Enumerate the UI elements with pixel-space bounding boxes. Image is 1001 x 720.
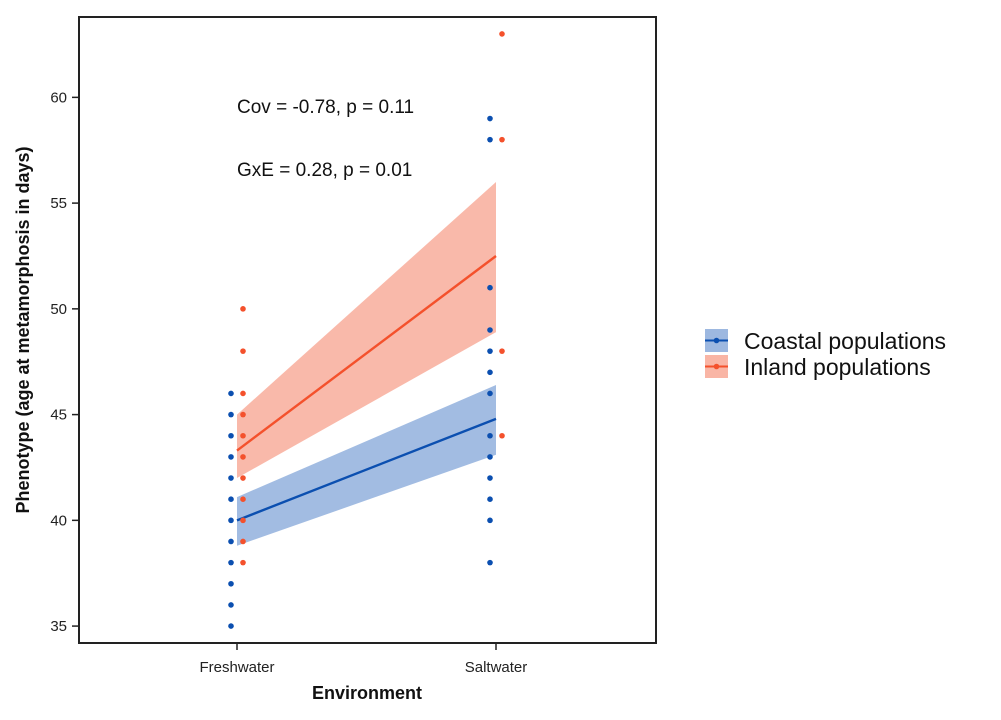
- ci-band-coastal: [237, 384, 496, 546]
- x-axis: Freshwater Saltwater: [199, 643, 527, 676]
- point-coastal-saltwater: [487, 559, 493, 566]
- point-coastal-freshwater: [228, 454, 234, 460]
- legend-label-inland: Inland populations: [744, 354, 931, 380]
- annotation-cov: Cov = -0.78, p = 0.11: [237, 97, 414, 118]
- point-coastal-freshwater: [228, 623, 234, 629]
- point-inland-freshwater: [240, 475, 246, 481]
- point-inland-freshwater: [240, 538, 246, 545]
- data-points: [228, 31, 505, 629]
- point-inland-freshwater: [240, 559, 246, 566]
- point-inland-freshwater: [240, 390, 246, 397]
- y-tick-label: 40: [50, 512, 67, 529]
- point-coastal-saltwater: [487, 390, 493, 397]
- y-tick-label: 60: [50, 89, 67, 106]
- legend-label-coastal: Coastal populations: [744, 328, 946, 354]
- legend-dot-coastal: [713, 337, 720, 344]
- point-inland-freshwater: [240, 411, 246, 418]
- annotation-gxe: GxE = 0.28, p = 0.01: [237, 160, 412, 181]
- x-tick-label: Freshwater: [199, 659, 274, 676]
- point-coastal-freshwater: [228, 432, 234, 439]
- point-inland-saltwater: [499, 348, 505, 354]
- y-tick-label: 55: [50, 195, 67, 212]
- point-coastal-freshwater: [228, 580, 234, 587]
- fit-line-coastal: [236, 417, 497, 522]
- point-coastal-saltwater: [487, 327, 493, 333]
- fit-line-inland: [236, 255, 497, 452]
- point-coastal-saltwater: [487, 136, 493, 143]
- point-coastal-saltwater: [487, 115, 493, 122]
- x-axis-title: Environment: [312, 683, 422, 703]
- point-coastal-freshwater: [228, 411, 234, 418]
- ci-band-inland: [237, 181, 496, 479]
- x-tick-label: Saltwater: [465, 659, 528, 676]
- fit-lines: [236, 255, 497, 522]
- point-coastal-saltwater: [487, 432, 493, 439]
- point-inland-saltwater: [499, 136, 505, 143]
- point-coastal-freshwater: [228, 517, 234, 524]
- point-coastal-saltwater: [487, 496, 493, 502]
- y-tick-label: 50: [50, 301, 67, 318]
- point-coastal-saltwater: [487, 284, 493, 291]
- point-coastal-freshwater: [228, 559, 234, 566]
- point-coastal-freshwater: [228, 602, 234, 608]
- point-coastal-freshwater: [228, 496, 234, 502]
- confidence-bands: [237, 181, 496, 546]
- y-axis: 35 40 45 50 55 60: [50, 89, 79, 635]
- y-tick-label: 35: [50, 618, 67, 635]
- y-tick-label: 45: [50, 407, 67, 424]
- point-inland-freshwater: [240, 496, 246, 502]
- point-inland-freshwater: [240, 517, 246, 524]
- point-coastal-freshwater: [228, 390, 234, 397]
- plot-frame: [78, 16, 657, 644]
- point-inland-saltwater: [499, 31, 505, 37]
- point-inland-freshwater: [240, 454, 246, 460]
- point-coastal-saltwater: [487, 348, 493, 354]
- point-coastal-freshwater: [228, 475, 234, 481]
- legend: Coastal populations Inland populations: [705, 328, 946, 380]
- y-axis-title: Phenotype (age at metamorphosis in days): [13, 146, 33, 513]
- point-coastal-saltwater: [487, 475, 493, 481]
- legend-dot-inland: [713, 363, 720, 370]
- point-inland-freshwater: [240, 306, 246, 312]
- point-coastal-saltwater: [487, 454, 493, 460]
- point-inland-saltwater: [499, 432, 505, 439]
- point-inland-freshwater: [240, 348, 246, 354]
- point-coastal-saltwater: [487, 369, 493, 376]
- point-coastal-freshwater: [228, 538, 234, 545]
- point-coastal-saltwater: [487, 517, 493, 524]
- point-inland-freshwater: [240, 432, 246, 439]
